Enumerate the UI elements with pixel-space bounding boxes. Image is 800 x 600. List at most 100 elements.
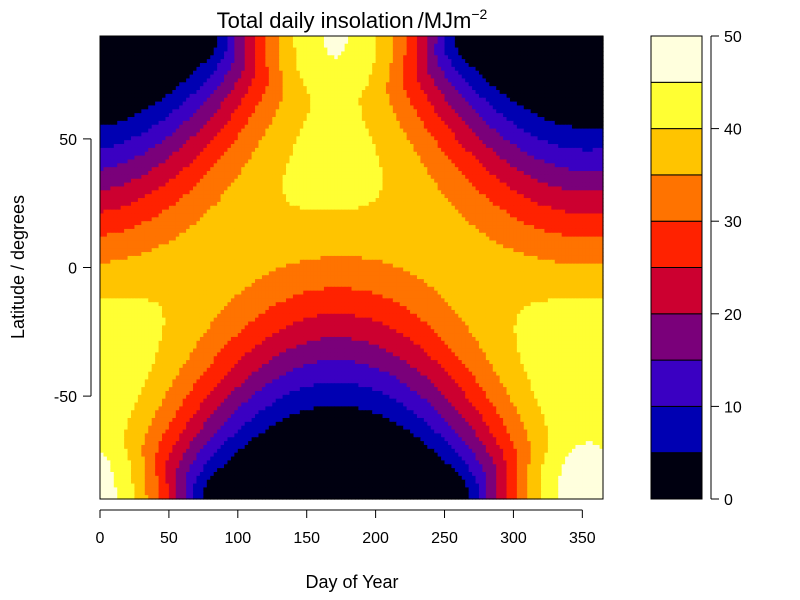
contour-cell [265,82,270,87]
contour-cell [334,117,339,122]
contour-cell [547,47,552,53]
contour-cell [592,132,597,137]
contour-cell [193,109,198,114]
contour-cell [303,82,308,87]
contour-cell [372,97,377,103]
contour-cell [554,51,559,56]
contour-cell [113,74,118,80]
contour-cell [261,101,266,107]
contour-cell [334,51,339,56]
contour-cell [175,113,180,118]
contour-cell [596,74,601,80]
contour-cell [427,136,432,141]
contour-cell [565,59,570,64]
contour-cell [261,147,266,153]
contour-cell [592,43,597,49]
contour-cell [589,59,594,64]
contour-cell [268,97,273,103]
contour-cell [489,93,494,99]
contour-cell [234,43,239,49]
contour-cell [320,66,325,72]
contour-cell [509,113,515,118]
contour-cell [451,82,456,87]
contour-cell [323,82,328,87]
contour-cell [596,51,601,56]
contour-cell [120,120,125,126]
contour-cell [592,55,597,60]
contour-cell [372,113,377,118]
contour-cell [317,74,322,80]
contour-cell [141,163,146,168]
contour-cell [137,136,142,141]
contour-cell [327,151,332,157]
contour-cell [454,120,459,126]
contour-cell [189,36,194,41]
contour-cell [382,36,387,41]
contour-cell [106,113,111,118]
contour-cell [103,47,108,53]
contour-cell [193,59,198,64]
contour-cell [410,97,415,103]
contour-cell [168,155,173,161]
contour-cell [434,86,439,91]
contour-cell [447,55,453,60]
contour-cell [554,93,559,99]
contour-cell [265,97,270,103]
contour-cell [406,128,411,134]
contour-cell [513,136,518,141]
contour-cell [103,36,108,41]
contour-cell [523,86,528,91]
contour-cell [317,113,322,118]
contour-cell [292,147,297,153]
contour-cell [286,74,291,80]
contour-cell [561,86,566,91]
contour-cell [251,124,256,130]
contour-cell [286,70,291,76]
contour-cell [423,55,428,60]
contour-cell [413,117,418,122]
contour-cell [179,70,184,76]
contour-cell [561,51,566,56]
contour-cell [303,136,308,141]
contour-cell [482,63,487,68]
contour-cell [503,43,508,49]
contour-cell [158,90,163,95]
contour-cell [337,39,342,45]
contour-cell [230,132,235,137]
contour-cell [186,155,191,161]
contour-cell [234,78,239,83]
contour-cell [227,140,232,145]
contour-cell [372,109,377,114]
contour-cell [513,86,518,91]
contour-cell [137,97,142,103]
contour-cell [513,55,518,60]
contour-cell [272,105,277,110]
contour-cell [444,47,449,53]
contour-cell [131,86,136,91]
contour-cell [230,55,235,60]
contour-cell [410,90,415,95]
contour-cell [441,47,446,53]
contour-cell [241,82,246,87]
contour-cell [489,63,494,68]
contour-cell [186,78,191,83]
contour-cell [571,74,577,80]
contour-cell [306,36,311,41]
contour-cell [168,78,173,83]
contour-cell [503,82,508,87]
contour-cell [348,120,353,126]
contour-cell [330,109,335,114]
contour-cell [120,155,125,161]
contour-cell [265,74,270,80]
contour-cell [289,39,294,45]
contour-cell [237,93,242,99]
contour-cell [475,36,480,41]
contour-cell [399,93,404,99]
contour-cell [182,124,187,130]
contour-cell [472,140,477,145]
contour-cell [213,51,218,56]
contour-cell [224,51,229,56]
contour-cell [248,47,253,53]
contour-cell [172,136,177,141]
contour-cell [106,82,111,87]
